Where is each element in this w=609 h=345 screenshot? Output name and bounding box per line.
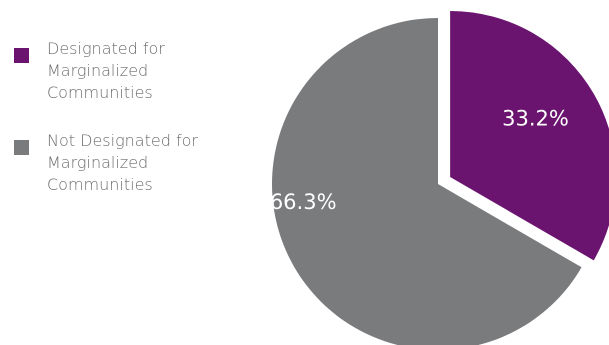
legend-item-designated: Designated for Marginalized Communities — [14, 38, 229, 104]
pie-slice-designated — [450, 11, 609, 261]
pie-label-not-designated: 66.3% — [270, 190, 337, 214]
legend-label-designated: Designated for Marginalized Communities — [47, 39, 165, 102]
pie-label-designated: 33.2% — [502, 107, 569, 131]
pie-slice-not-designated — [272, 18, 582, 345]
legend-label-not-designated: Not Designated for Marginalized Communit… — [47, 131, 198, 194]
legend-swatch-designated — [14, 48, 29, 63]
chart-legend: Designated for Marginalized Communities … — [14, 38, 229, 222]
legend-swatch-not-designated — [14, 140, 29, 155]
legend-item-not-designated: Not Designated for Marginalized Communit… — [14, 130, 229, 196]
